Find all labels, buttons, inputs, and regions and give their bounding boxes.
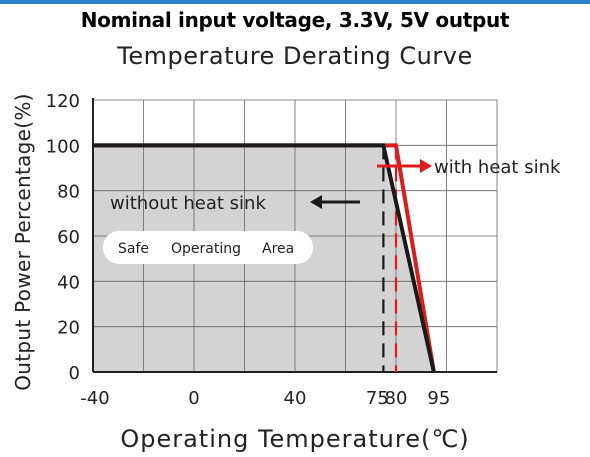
- x-tick-label: -40: [80, 388, 109, 409]
- safe-area-label-word: Area: [262, 241, 294, 257]
- safe-area-label-box: [103, 231, 313, 264]
- arrowhead-without-heat-sink: [310, 195, 322, 209]
- safe-area-label-word: Safe: [118, 241, 149, 257]
- x-tick-label: 75: [366, 388, 389, 409]
- x-axis-label: Operating Temperature(℃): [120, 425, 470, 453]
- y-tick-label: 80: [57, 182, 80, 203]
- y-tick-label: 40: [57, 272, 80, 293]
- y-tick-label: 20: [57, 318, 80, 339]
- y-tick-label: 60: [57, 227, 80, 248]
- x-tick-label: 80: [385, 388, 408, 409]
- x-tick-label: 95: [427, 388, 450, 409]
- series-line-without-heat-sink: [93, 143, 436, 373]
- top-accent-bar: [0, 0, 590, 4]
- annotation-with-heat-sink: with heat sink: [434, 157, 561, 178]
- chart-subtitle: Nominal input voltage, 3.3V, 5V output: [80, 8, 510, 32]
- y-tick-label: 0: [69, 363, 80, 384]
- annotation-without-heat-sink: without heat sink: [110, 193, 266, 214]
- arrowhead-with-heat-sink: [420, 159, 432, 173]
- x-tick-label: 0: [188, 388, 199, 409]
- safe-area-label-word: Operating: [171, 241, 241, 257]
- y-tick-label: 120: [46, 91, 80, 112]
- chart-title: Temperature Derating Curve: [117, 42, 473, 70]
- x-tick-label: 40: [284, 388, 307, 409]
- y-tick-label: 100: [46, 136, 80, 157]
